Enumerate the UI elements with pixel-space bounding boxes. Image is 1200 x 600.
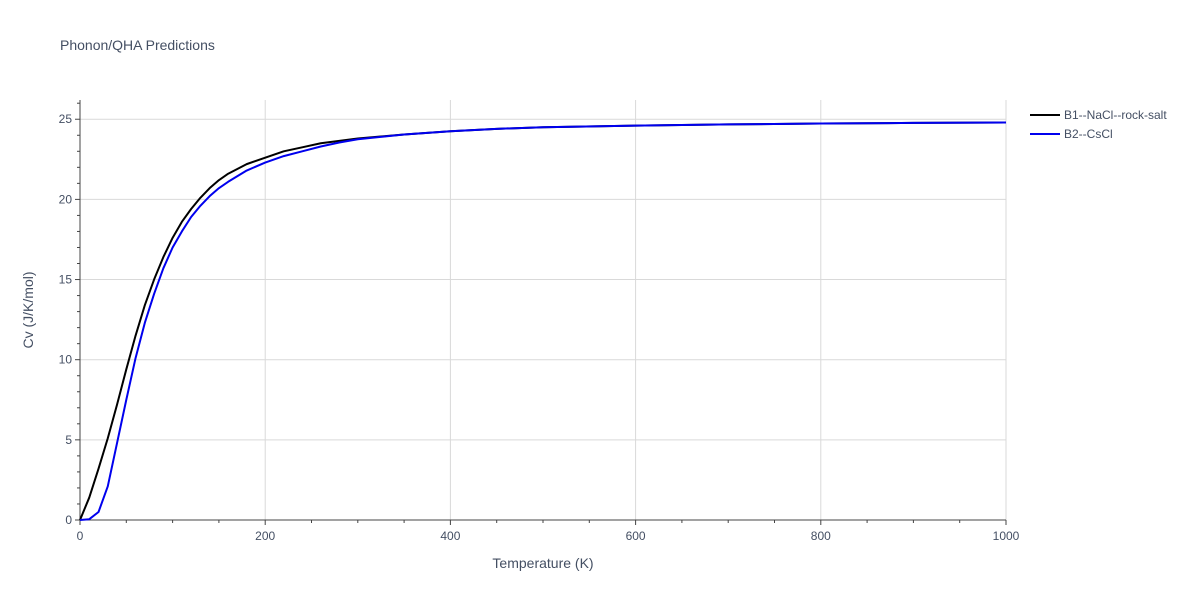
x-tick-label: 1000 <box>993 529 1020 543</box>
x-tick-label: 200 <box>255 529 275 543</box>
y-axis-title: Cv (J/K/mol) <box>20 272 36 349</box>
legend-label: B2--CsCl <box>1064 127 1113 141</box>
y-tick-label: 0 <box>65 513 72 527</box>
axes: 0 200 400 600 800 1000 0 5 10 15 20 25 <box>59 100 1020 543</box>
x-axis-title: Temperature (K) <box>492 555 593 571</box>
legend: B1--NaCl--rock-salt B2--CsCl <box>1030 108 1167 141</box>
series-line-2 <box>79 121 1007 521</box>
x-tick-label: 400 <box>440 529 460 543</box>
y-tick-label: 15 <box>59 273 73 287</box>
x-tick-label: 800 <box>811 529 831 543</box>
chart-title: Phonon/QHA Predictions <box>60 37 215 53</box>
x-tick-label: 600 <box>626 529 646 543</box>
legend-item-1[interactable]: B1--NaCl--rock-salt <box>1030 108 1167 122</box>
plot-area <box>79 121 1007 521</box>
legend-item-2[interactable]: B2--CsCl <box>1030 127 1113 141</box>
legend-label: B1--NaCl--rock-salt <box>1064 108 1167 122</box>
y-tick-label: 20 <box>59 192 73 206</box>
y-tick-label: 25 <box>59 112 73 126</box>
y-tick-label: 5 <box>65 433 72 447</box>
grid <box>80 100 1007 520</box>
x-tick-label: 0 <box>77 529 84 543</box>
y-tick-label: 10 <box>59 353 73 367</box>
series-line-1 <box>79 121 1007 521</box>
